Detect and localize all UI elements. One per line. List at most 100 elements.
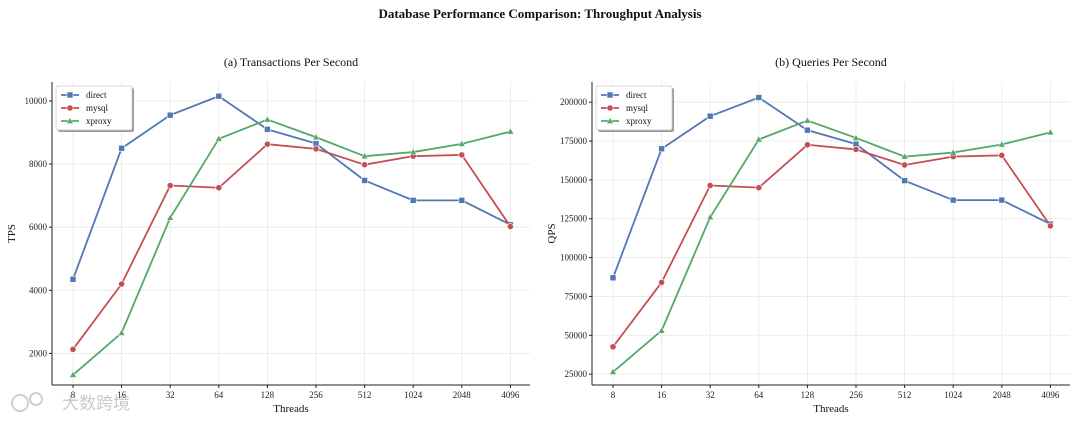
x-tick-label: 256 [849, 390, 863, 400]
data-point-direct [215, 92, 223, 100]
data-point-direct [609, 274, 617, 282]
watermark: 大数跨境 [62, 394, 130, 414]
y-tick-label: 25000 [565, 369, 588, 379]
legend-marker-xproxy [606, 116, 614, 124]
legend-marker-direct [66, 91, 74, 99]
x-tick-label: 4096 [1041, 390, 1060, 400]
legend-marker-mysql [606, 104, 614, 112]
y-tick-label: 2000 [29, 348, 48, 358]
x-tick-label: 16 [117, 390, 127, 400]
panel-title-qps: (b) Queries Per Second [775, 55, 887, 69]
data-point-xproxy [214, 134, 223, 142]
y-axis-label: TPS [6, 224, 18, 243]
data-point-direct [458, 197, 466, 204]
x-tick-label: 2048 [993, 390, 1012, 400]
watermark-logo-icon [11, 394, 29, 412]
y-tick-label: 10000 [25, 96, 48, 106]
data-point-xproxy [166, 213, 175, 221]
data-point-xproxy [803, 116, 812, 124]
data-point-xproxy [506, 127, 515, 135]
x-tick-label: 1024 [404, 390, 423, 400]
x-tick-label: 512 [898, 390, 912, 400]
panel-title-tps: (a) Transactions Per Second [224, 55, 358, 69]
data-point-direct [69, 275, 77, 283]
series-line-direct [612, 96, 1051, 279]
legend-label-xproxy: xproxy [86, 116, 112, 126]
data-point-xproxy [409, 147, 418, 155]
y-tick-label: 100000 [560, 253, 588, 263]
data-point-direct [658, 145, 665, 153]
data-point-mysql [609, 343, 617, 351]
data-point-direct [755, 94, 763, 101]
data-point-mysql [312, 145, 320, 153]
data-point-direct [409, 197, 417, 204]
x-tick-label: 4096 [501, 390, 520, 400]
legend-label-direct: direct [86, 90, 107, 100]
data-point-direct [706, 112, 714, 120]
data-point-mysql [852, 146, 860, 153]
y-axis-label: QPS [546, 223, 558, 243]
data-point-xproxy [657, 326, 666, 334]
data-point-xproxy [949, 148, 958, 156]
data-point-mysql [1047, 222, 1054, 230]
data-point-xproxy [263, 115, 272, 123]
data-point-mysql [118, 280, 125, 288]
data-point-xproxy [1046, 128, 1055, 136]
data-point-mysql [166, 182, 174, 189]
x-tick-label: 8 [71, 390, 76, 400]
data-point-direct [804, 126, 811, 134]
x-tick-label: 256 [309, 390, 323, 400]
series-line-mysql [612, 143, 1052, 348]
x-axis-label: Threads [813, 403, 848, 415]
data-point-direct [118, 144, 125, 152]
data-point-xproxy [312, 133, 320, 141]
x-tick-label: 128 [801, 390, 815, 400]
y-tick-label: 200000 [560, 97, 588, 107]
x-tick-label: 128 [261, 390, 275, 400]
panel-qps: (b) Queries Per Second 25000 50000 75000 100… [546, 55, 1070, 415]
x-tick-label: 32 [166, 390, 175, 400]
data-point-xproxy [900, 152, 909, 160]
data-point-xproxy [360, 152, 369, 160]
legend-box [595, 85, 673, 131]
legend-marker-mysql [66, 104, 74, 112]
data-point-direct [361, 177, 368, 184]
watermark-logo-icon [29, 392, 43, 406]
data-point-direct [998, 196, 1006, 204]
legend-label-mysql: mysql [86, 103, 109, 113]
y-tick-label: 50000 [565, 330, 588, 340]
data-point-mysql [998, 151, 1006, 159]
x-tick-label: 1024 [944, 390, 963, 400]
data-point-mysql [706, 182, 714, 189]
panel-tps: (a) Transactions Per Second 2000 4000 6000 8… [6, 55, 530, 415]
y-tick-label: 125000 [560, 214, 588, 224]
data-point-mysql [901, 161, 908, 169]
data-point-mysql [69, 345, 77, 353]
data-point-xproxy [69, 370, 77, 378]
data-point-direct [901, 177, 908, 184]
data-point-xproxy [852, 133, 860, 141]
data-point-xproxy [117, 328, 126, 336]
data-point-mysql [506, 223, 514, 230]
data-point-direct [949, 196, 957, 204]
y-tick-label: 150000 [560, 175, 588, 185]
x-tick-label: 64 [754, 390, 764, 400]
y-tick-label: 8000 [29, 159, 48, 169]
data-point-xproxy [754, 135, 763, 143]
legend-box [55, 85, 133, 131]
x-tick-label: 512 [358, 390, 372, 400]
data-point-direct [264, 126, 271, 133]
series-line-xproxy [612, 119, 1051, 373]
series-line-direct [72, 95, 511, 280]
y-tick-label: 4000 [29, 285, 48, 295]
data-point-xproxy [997, 140, 1006, 148]
data-point-mysql [458, 151, 466, 159]
legend-label-xproxy: xproxy [626, 116, 652, 126]
data-point-mysql [215, 184, 223, 192]
x-tick-label: 16 [657, 390, 667, 400]
data-point-mysql [658, 279, 665, 286]
series-line-xproxy [72, 118, 511, 376]
data-point-xproxy [457, 139, 466, 147]
series-line-mysql [72, 143, 512, 350]
